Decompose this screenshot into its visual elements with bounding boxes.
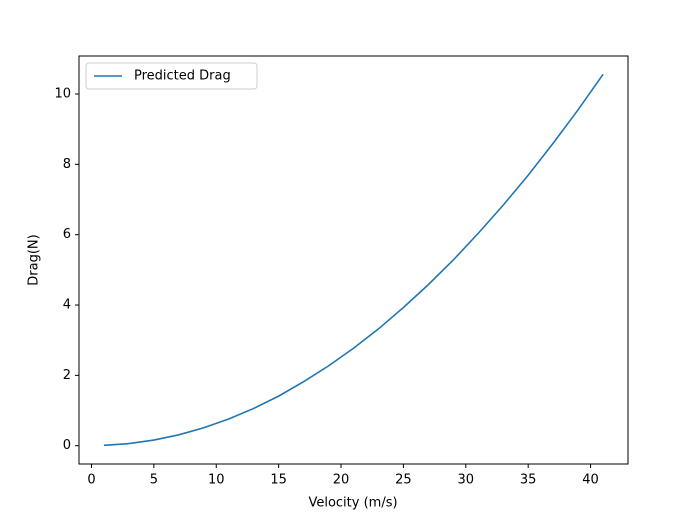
x-tick-label: 10	[208, 473, 225, 488]
x-tick-label: 25	[395, 473, 412, 488]
x-tick-label: 40	[582, 473, 599, 488]
x-tick-label: 5	[150, 473, 158, 488]
line	[103, 73, 604, 447]
x-tick-label: 0	[87, 473, 95, 488]
y-tick-label: 10	[54, 86, 71, 101]
y-tick-label: 2	[63, 368, 71, 383]
x-tick-label: 30	[458, 473, 475, 488]
y-tick-label: 8	[63, 157, 71, 172]
legend-label: Predicted Drag	[134, 69, 231, 84]
y-tick-label: 6	[63, 227, 71, 242]
y-tick-label: 4	[63, 298, 71, 313]
y-axis-label: Drag(N)	[27, 234, 42, 285]
x-tick-label: 20	[333, 473, 350, 488]
x-tick-label: 35	[520, 473, 537, 488]
plot-frame	[78, 55, 629, 465]
y-tick-label: 0	[63, 438, 71, 453]
x-tick-label: 15	[270, 473, 287, 488]
legend-box	[85, 62, 258, 90]
x-axis-label: Velocity (m/s)	[308, 496, 397, 511]
